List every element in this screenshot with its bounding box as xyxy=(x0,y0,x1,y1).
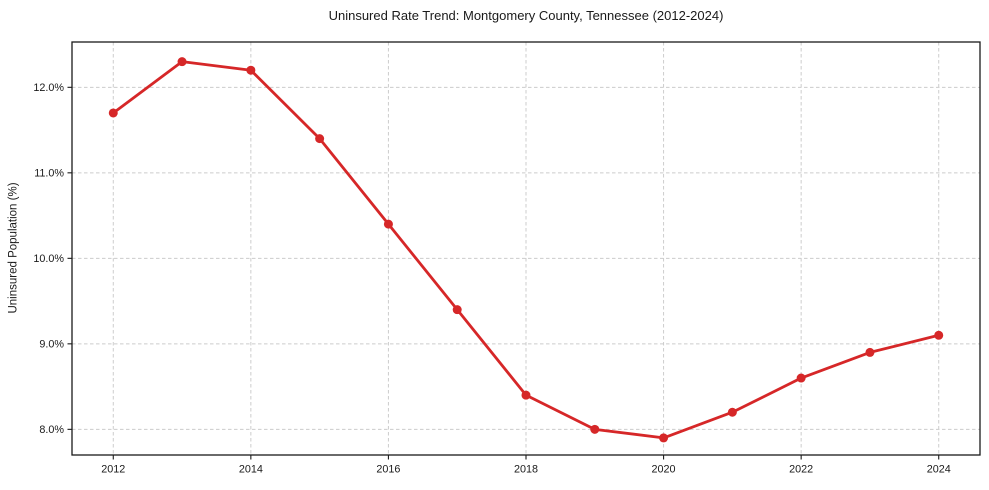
x-tick-label: 2024 xyxy=(927,464,951,476)
data-point-2020 xyxy=(659,433,669,443)
data-point-2018 xyxy=(521,390,531,400)
data-point-2021 xyxy=(727,407,737,417)
data-point-2013 xyxy=(177,57,187,67)
data-point-2017 xyxy=(452,305,462,315)
x-tick-label: 2016 xyxy=(376,464,400,476)
x-tick-label: 2012 xyxy=(101,464,125,476)
y-tick-label: 10.0% xyxy=(33,253,64,265)
x-tick-label: 2020 xyxy=(652,464,676,476)
x-tick-label: 2014 xyxy=(239,464,263,476)
y-tick-label: 12.0% xyxy=(33,82,64,94)
y-tick-label: 8.0% xyxy=(39,424,64,436)
y-tick-label: 9.0% xyxy=(39,339,64,351)
data-point-2022 xyxy=(796,373,806,383)
data-point-2015 xyxy=(315,134,325,144)
x-tick-label: 2022 xyxy=(789,464,813,476)
data-point-2014 xyxy=(246,65,256,75)
y-tick-label: 11.0% xyxy=(34,168,64,180)
data-point-2012 xyxy=(108,108,118,118)
data-point-2023 xyxy=(865,347,875,357)
data-point-2024 xyxy=(934,330,944,340)
data-point-2019 xyxy=(590,424,600,434)
x-tick-label: 2018 xyxy=(514,464,538,476)
data-point-2016 xyxy=(383,219,393,229)
chart-title: Uninsured Rate Trend: Montgomery County,… xyxy=(328,8,724,23)
